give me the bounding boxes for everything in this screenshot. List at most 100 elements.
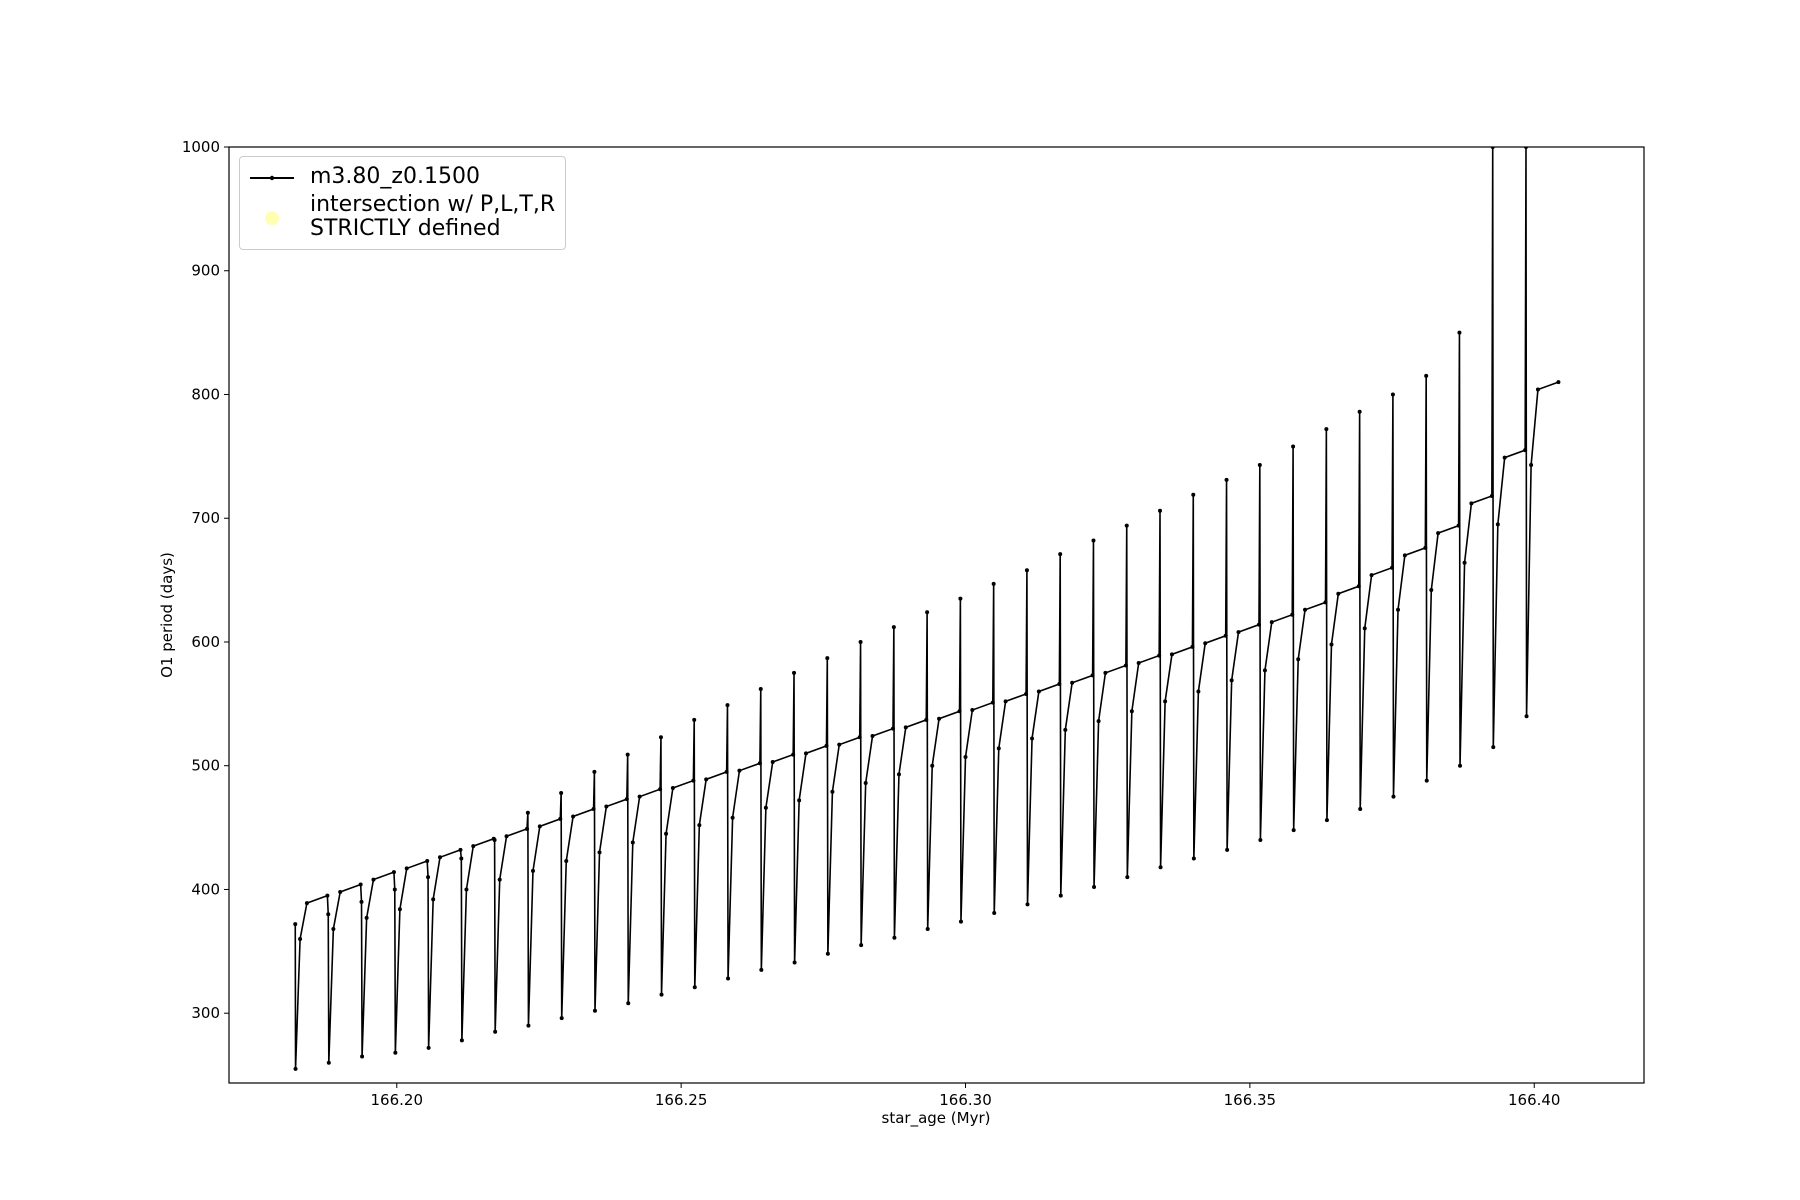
axes-frame: [228, 146, 1645, 1084]
data-point: [1124, 523, 1129, 528]
data-point: [571, 814, 576, 819]
data-point: [1191, 856, 1196, 861]
data-point: [1495, 522, 1500, 527]
data-point: [1456, 523, 1461, 528]
data-point: [759, 967, 764, 972]
data-point: [1402, 553, 1407, 558]
data-point: [364, 915, 369, 920]
data-point: [770, 760, 775, 765]
data-point: [758, 686, 763, 691]
data-point: [963, 755, 968, 760]
data-point: [1357, 409, 1362, 414]
data-point: [371, 877, 376, 882]
data-point: [726, 976, 731, 981]
legend-entry: intersection w/ P,L,T,R STRICTLY defined: [248, 193, 555, 241]
data-point: [431, 897, 436, 902]
data-point: [1535, 387, 1540, 392]
data-point: [658, 735, 663, 740]
data-point: [1063, 727, 1068, 732]
data-point: [1290, 612, 1295, 617]
data-point: [1324, 818, 1329, 823]
data-point: [1457, 330, 1462, 335]
data-point: [1224, 477, 1229, 482]
data-point: [526, 1023, 531, 1028]
data-point: [559, 1016, 564, 1021]
x-tick-label: 166.40: [1508, 1091, 1561, 1109]
data-point: [397, 907, 402, 912]
data-point: [360, 1054, 365, 1059]
data-point: [504, 834, 509, 839]
data-point: [757, 761, 762, 766]
legend-label: m3.80_z0.1500: [310, 164, 480, 189]
data-point: [1556, 380, 1561, 385]
data-point: [326, 912, 331, 917]
legend-swatch: [250, 175, 294, 181]
data-point: [1391, 794, 1396, 799]
data-point: [858, 639, 863, 644]
data-point: [497, 877, 502, 882]
data-point: [1236, 630, 1241, 635]
data-point: [1424, 373, 1429, 378]
data-point: [1096, 719, 1101, 724]
data-point: [1036, 689, 1041, 694]
data-point: [837, 742, 842, 747]
data-point: [692, 985, 697, 990]
data-point: [558, 816, 563, 821]
data-point: [990, 700, 995, 705]
data-point: [792, 670, 797, 675]
data-point: [592, 1008, 597, 1013]
data-point: [937, 716, 942, 721]
data-point: [792, 960, 797, 965]
legend-label: intersection w/ P,L,T,R STRICTLY defined: [310, 192, 556, 241]
data-point: [664, 831, 669, 836]
data-point: [824, 743, 829, 748]
data-point: [1030, 736, 1035, 741]
data-point: [1024, 691, 1029, 696]
data-point: [1225, 847, 1230, 852]
data-point: [958, 919, 963, 924]
data-point: [930, 763, 935, 768]
data-point: [358, 882, 363, 887]
data-point: [1091, 538, 1096, 543]
data-point: [1169, 652, 1174, 657]
data-point: [537, 824, 542, 829]
data-point: [1329, 642, 1334, 647]
x-tick-label: 166.35: [1224, 1091, 1277, 1109]
data-point: [359, 899, 364, 904]
data-point: [1396, 607, 1401, 612]
data-point: [1291, 444, 1296, 449]
data-point: [692, 717, 697, 722]
data-point: [891, 625, 896, 630]
data-point: [825, 656, 830, 661]
data-point: [1358, 807, 1363, 812]
data-point: [1491, 745, 1496, 750]
y-tick-label: 1000: [182, 138, 220, 156]
data-point: [591, 807, 596, 812]
y-tick-label: 700: [191, 509, 220, 527]
data-point: [625, 752, 630, 757]
data-point: [1203, 641, 1208, 646]
data-point: [1025, 902, 1030, 907]
series-line: [294, 147, 1559, 1069]
y-tick-label: 500: [191, 757, 220, 775]
data-point: [326, 1060, 331, 1065]
data-point: [458, 847, 463, 852]
data-point: [892, 935, 897, 940]
data-point: [1303, 607, 1308, 612]
y-tick-label: 300: [191, 1004, 220, 1022]
data-point: [1390, 565, 1395, 570]
data-point: [896, 772, 901, 777]
data-point: [404, 866, 409, 871]
data-point: [597, 850, 602, 855]
data-point: [1291, 828, 1296, 833]
data-point: [1103, 670, 1108, 675]
data-point: [1469, 501, 1474, 506]
data-point: [724, 769, 729, 774]
data-point: [730, 815, 735, 820]
data-point: [1296, 657, 1301, 662]
data-point: [903, 725, 908, 730]
data-point: [1369, 573, 1374, 578]
data-point: [304, 901, 309, 906]
data-point: [492, 837, 497, 842]
